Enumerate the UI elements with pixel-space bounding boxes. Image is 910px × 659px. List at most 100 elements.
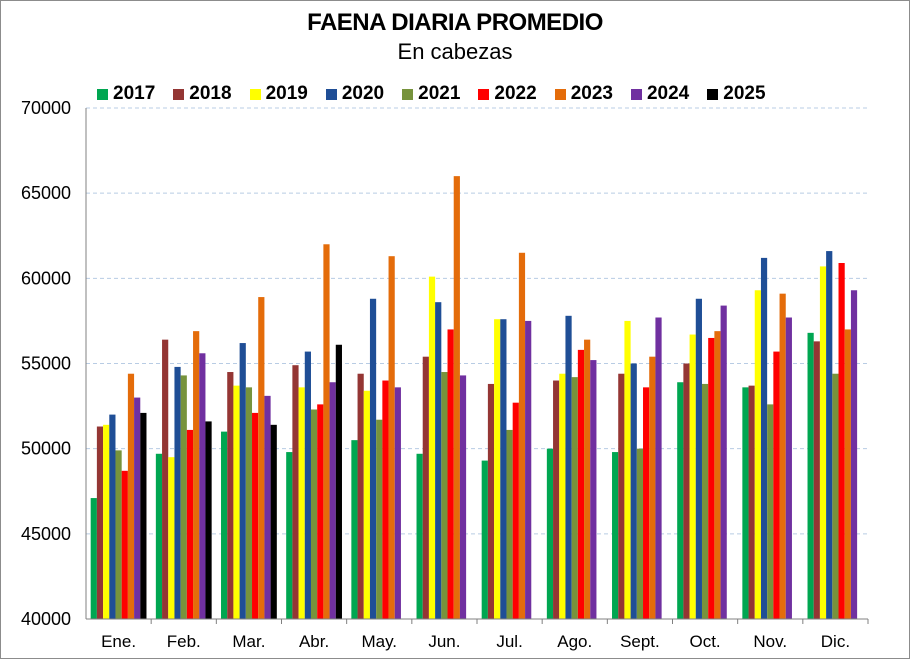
bar-2021-Jul <box>506 429 513 619</box>
legend-item-2025: 2025 <box>707 83 766 105</box>
bar-2021-Nov <box>767 404 774 619</box>
bar-2017-Jun <box>416 453 423 619</box>
bar-2018-Nov <box>748 385 755 619</box>
legend-item-2022: 2022 <box>478 83 537 105</box>
x-tick-label: Jul. <box>496 632 522 651</box>
bar-2021-Ago <box>571 377 578 619</box>
bar-2019-Mar <box>233 385 240 619</box>
bar-2020-Abr <box>304 351 311 619</box>
gridlines <box>86 107 868 535</box>
bar-2021-Abr <box>310 409 318 619</box>
bar-2018-Ene <box>96 426 104 619</box>
bar-2025-Feb <box>205 421 212 619</box>
bar-2021-Mar <box>245 387 253 619</box>
bar-2019-May <box>363 390 370 619</box>
legend-swatch <box>478 88 490 100</box>
bar-2022-Sept <box>643 387 650 619</box>
bar-2020-Ago <box>565 315 572 619</box>
bar-2020-Oct <box>695 298 702 619</box>
bar-2021-Sept <box>636 448 644 619</box>
bar-2022-May <box>382 380 389 619</box>
chart-title: FAENA DIARIA PROMEDIO <box>307 9 603 36</box>
bar-2018-Oct <box>683 363 690 619</box>
bar-2023-Abr <box>323 244 330 619</box>
bar-2017-Abr <box>286 452 293 619</box>
bar-2018-Abr <box>292 365 299 619</box>
bar-2022-Mar <box>252 412 259 619</box>
bar-2024-Sept <box>655 317 662 619</box>
x-tick-label: Nov. <box>753 632 787 651</box>
legend-label: 2018 <box>189 83 232 104</box>
x-tick-label: Ene. <box>101 632 136 651</box>
bar-2019-Nov <box>754 290 761 619</box>
bar-2020-May <box>369 298 377 619</box>
bar-2017-Dic <box>807 332 814 619</box>
bar-2024-Feb <box>199 353 206 619</box>
bar-2020-Dic <box>826 251 833 619</box>
bar-2022-Abr <box>317 404 324 619</box>
bar-2025-Ene <box>140 412 147 619</box>
bar-2024-Oct <box>720 305 727 619</box>
legend-label: 2022 <box>494 83 537 104</box>
bar-2020-Mar <box>239 343 246 619</box>
bar-2019-Ene <box>103 424 110 619</box>
bar-2018-Sept <box>618 373 625 619</box>
legend-label: 2021 <box>418 83 461 104</box>
legend-swatch <box>402 88 414 100</box>
legend-label: 2025 <box>723 83 766 104</box>
x-tick-label: Ago. <box>557 632 592 651</box>
bar-2023-May <box>388 256 395 619</box>
y-tick-label: 70000 <box>21 98 71 118</box>
y-tick-label: 40000 <box>21 609 71 629</box>
legend: 2017 2018 2019 2020 2021 2022 2023 2024 2025 <box>97 82 784 106</box>
legend-swatch <box>97 88 108 100</box>
bar-2021-Jun <box>441 372 448 619</box>
bars <box>90 176 858 619</box>
legend-item-2021: 2021 <box>402 83 460 105</box>
x-tick-label: Oct. <box>689 632 720 651</box>
legend-swatch <box>249 88 261 100</box>
bar-2017-Oct <box>677 382 684 619</box>
bar-2023-Oct <box>714 331 721 619</box>
legend-label: 2019 <box>265 83 308 104</box>
bar-2018-Ago <box>553 380 560 619</box>
bar-2018-Jul <box>487 383 495 619</box>
bar-2020-Sept <box>630 363 637 619</box>
bar-2022-Dic <box>838 263 845 619</box>
bar-2019-Oct <box>689 334 696 619</box>
bar-2017-Sept <box>612 452 619 619</box>
bar-2022-Ene <box>121 470 128 619</box>
bar-2023-Jul <box>518 252 526 619</box>
bar-2021-Ene <box>115 450 122 619</box>
axes: 40000 45000 50000 55000 60000 65000 70000 Ene. F… <box>21 98 869 651</box>
bar-2021-Feb <box>180 375 187 619</box>
bar-2021-Dic <box>832 373 839 619</box>
bar-2017-Ene <box>90 498 97 619</box>
bar-2019-Abr <box>298 387 305 619</box>
legend-item-2019: 2019 <box>249 83 308 105</box>
legend-item-2024: 2024 <box>630 83 689 105</box>
legend-swatch <box>554 88 566 100</box>
bar-2018-Mar <box>227 372 234 619</box>
bar-2024-Jul <box>525 320 532 619</box>
bar-2019-Jun <box>428 276 436 619</box>
legend-item-2020: 2020 <box>325 83 384 105</box>
bar-2024-Ene <box>134 397 141 619</box>
bar-2023-Jun <box>453 176 460 619</box>
x-tick-label: Dic. <box>821 632 850 651</box>
legend-swatch <box>325 88 337 100</box>
bar-2024-May <box>394 387 401 619</box>
bar-2023-Sept <box>649 356 656 619</box>
bar-2022-Oct <box>708 337 715 619</box>
x-tick-label: Sept. <box>620 632 660 651</box>
chart-subtitle: En cabezas <box>397 39 513 64</box>
bar-2017-Nov <box>742 387 749 619</box>
bar-2018-Dic <box>813 341 820 619</box>
x-tick-label: May. <box>361 632 397 651</box>
bar-2020-Jul <box>500 319 507 619</box>
bar-2018-Feb <box>162 339 169 619</box>
bar-2022-Jul <box>512 402 519 619</box>
bar-2017-Ago <box>546 448 554 619</box>
bar-2018-May <box>357 373 364 619</box>
